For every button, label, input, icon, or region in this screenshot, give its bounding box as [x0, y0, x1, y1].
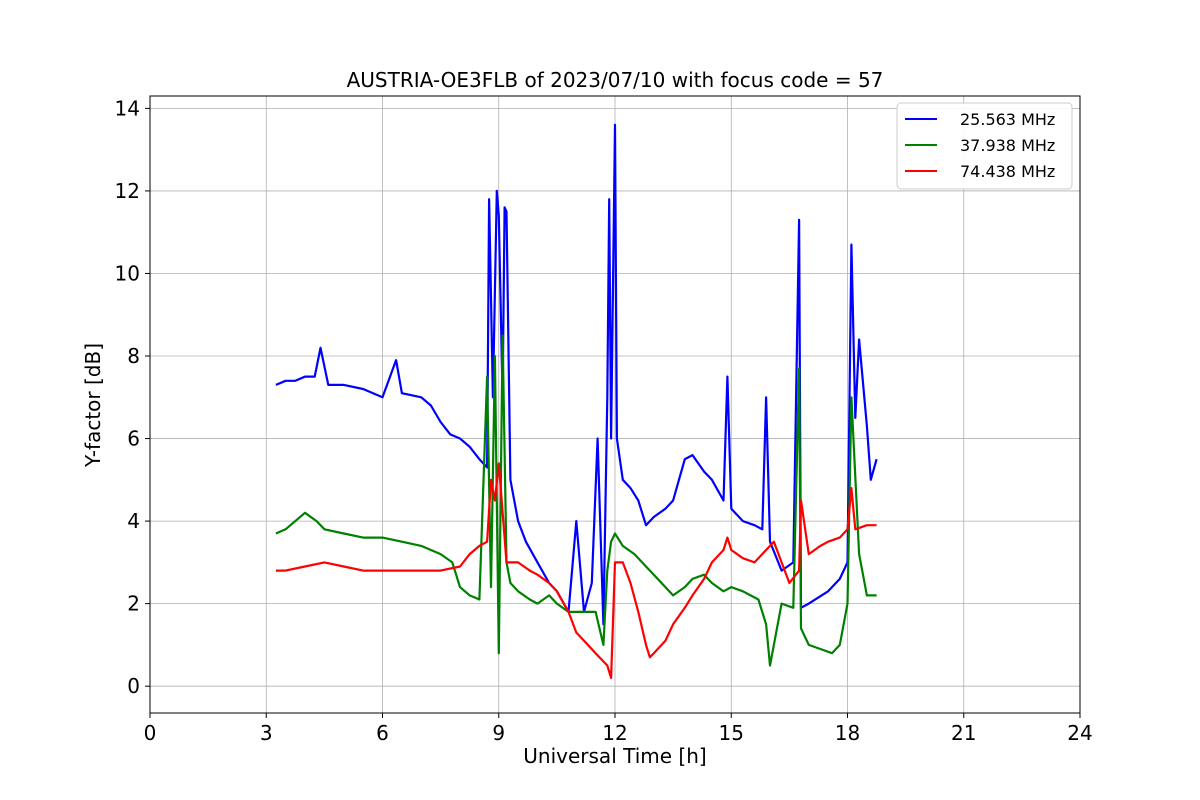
y-tick-label: 4: [127, 509, 140, 533]
y-tick-label: 0: [127, 674, 140, 698]
y-tick-label: 6: [127, 427, 140, 451]
x-tick-label: 21: [951, 721, 976, 745]
x-tick-label: 12: [602, 721, 627, 745]
x-tick-label: 6: [376, 721, 389, 745]
x-tick-label: 15: [719, 721, 744, 745]
x-tick-label: 9: [492, 721, 505, 745]
series-line-3: [275, 462, 877, 679]
x-tick-label: 0: [144, 721, 157, 745]
legend-box: [896, 102, 1073, 190]
y-tick-label: 12: [115, 179, 140, 203]
y-axis-label: Y-factor [dB]: [81, 343, 105, 468]
legend: 25.563 MHz 37.938 MHz 74.438 MHz: [896, 102, 1073, 190]
x-tick-label: 18: [835, 721, 860, 745]
legend-label: 74.438 MHz: [960, 162, 1055, 181]
plot-series: [275, 123, 878, 679]
legend-label: 25.563 MHz: [960, 110, 1055, 129]
series-line-2: [275, 334, 877, 667]
x-tick-label: 24: [1067, 721, 1092, 745]
y-tick-label: 8: [127, 344, 140, 368]
y-tick-label: 14: [115, 96, 140, 120]
x-tick-label: 3: [260, 721, 273, 745]
chart-title: AUSTRIA-OE3FLB of 2023/07/10 with focus …: [347, 68, 884, 92]
legend-entries: 25.563 MHz 37.938 MHz 74.438 MHz: [905, 110, 1055, 181]
legend-label: 37.938 MHz: [960, 136, 1055, 155]
y-tick-label: 2: [127, 592, 140, 616]
x-axis-label: Universal Time [h]: [523, 744, 706, 768]
y-tick-label: 10: [115, 261, 140, 285]
